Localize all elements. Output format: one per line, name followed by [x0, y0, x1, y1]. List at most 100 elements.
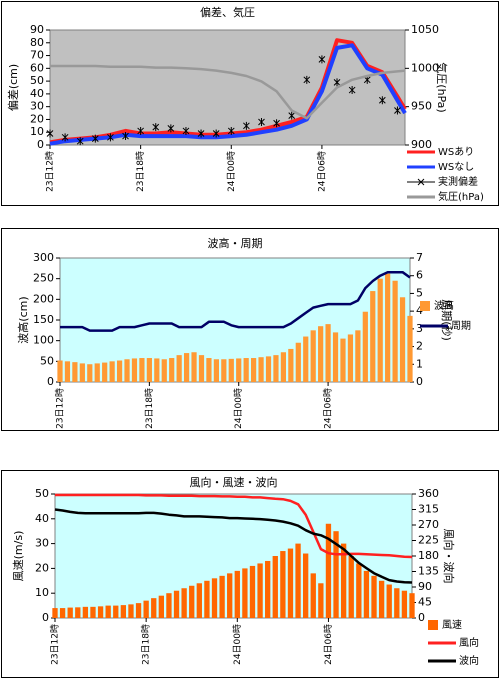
y-tick-label: 250: [33, 272, 54, 285]
y2-tick-label: 315: [418, 503, 439, 516]
bar: [356, 563, 362, 618]
bar: [161, 359, 167, 382]
y-tick-label: 20: [30, 112, 44, 125]
x-tick-label: 23日18時: [141, 624, 152, 665]
y-tick-label: 50: [35, 487, 49, 500]
y-tick-label: 40: [30, 87, 44, 100]
bar: [52, 608, 58, 618]
bar: [198, 355, 205, 382]
y2-tick-label: 2: [416, 340, 423, 353]
marker: [273, 119, 280, 128]
y2-tick-label: 7: [416, 251, 423, 264]
y2-tick-label: 360: [418, 487, 439, 500]
y2-tick-label: 900: [411, 138, 432, 151]
bar: [82, 606, 89, 618]
bar: [206, 358, 212, 382]
y-axis-title: 波高(cm): [16, 296, 30, 343]
bar: [303, 336, 309, 382]
bar: [399, 297, 406, 382]
bar: [151, 598, 157, 618]
x-tick-label: 24日06時: [323, 388, 334, 429]
legend-label: 風速: [442, 619, 462, 631]
x-tick-label: 23日18時: [144, 388, 155, 429]
bar: [183, 353, 190, 382]
marker: [303, 75, 311, 84]
marker: [227, 126, 235, 135]
legend-label: 風向: [459, 636, 479, 649]
bar: [287, 548, 294, 618]
bar: [362, 311, 368, 382]
marker: [197, 129, 205, 138]
bar: [333, 531, 339, 618]
legend-swatch: [428, 620, 438, 630]
marker: [107, 133, 114, 142]
y-axis-title: 風速(m/s): [12, 531, 25, 582]
bar: [318, 583, 324, 618]
bar: [211, 578, 218, 618]
bar: [124, 359, 130, 382]
legend-label: WSあり: [438, 146, 474, 158]
legend-label: WSなし: [438, 161, 474, 173]
line: [50, 64, 406, 120]
bar: [79, 363, 85, 382]
bar: [378, 580, 385, 618]
marker: [152, 123, 160, 132]
bar: [57, 360, 63, 382]
bar: [265, 560, 271, 618]
y2-tick-label: 0: [416, 375, 423, 388]
y2-tick-label: 4: [416, 304, 423, 317]
bar: [102, 362, 108, 382]
bar: [257, 563, 263, 618]
bar: [348, 556, 354, 618]
bar: [135, 603, 142, 618]
bar: [109, 361, 115, 382]
bar: [176, 355, 182, 382]
bar: [363, 570, 370, 618]
marker: [258, 118, 265, 126]
bar: [407, 315, 413, 382]
bar: [128, 604, 134, 618]
bar: [94, 363, 100, 382]
marker: [318, 55, 326, 64]
line: [55, 493, 413, 559]
y2-tick-label: 6: [416, 269, 423, 282]
y-tick-label: 60: [30, 61, 44, 74]
bar: [143, 600, 149, 618]
bar: [113, 605, 119, 618]
x-tick-label: 23日12時: [50, 624, 61, 665]
legend-label: 周期: [451, 320, 471, 332]
bar: [385, 273, 391, 382]
y-tick-label: 50: [40, 354, 54, 367]
line: [60, 270, 411, 332]
y-tick-label: 10: [35, 586, 49, 599]
bar: [158, 595, 164, 618]
marker: [91, 134, 99, 143]
y-tick-label: 10: [30, 125, 44, 138]
y-axis-title: 偏差(cm): [6, 64, 20, 111]
bar: [409, 593, 415, 618]
legend-label: 気圧(hPa): [438, 190, 484, 203]
chart-title: 風向・風速・波向: [190, 475, 278, 489]
marker: [212, 129, 220, 138]
bar: [219, 575, 225, 618]
bar: [251, 358, 257, 382]
y2-tick-label: 180: [418, 549, 439, 562]
marker: [137, 126, 144, 135]
bar: [340, 543, 347, 618]
bar: [273, 355, 279, 382]
y-tick-label: 300: [33, 251, 54, 264]
bar: [228, 358, 234, 382]
bar: [59, 608, 66, 618]
y2-tick-label: 950: [411, 100, 432, 113]
marker: [61, 133, 69, 142]
y2-tick-label: 1: [416, 357, 423, 370]
y2-tick-label: 45: [418, 596, 432, 609]
y-tick-label: 0: [37, 138, 44, 151]
bar: [288, 348, 294, 382]
bar: [394, 588, 400, 618]
bar: [213, 359, 219, 382]
bar: [347, 334, 354, 382]
y-tick-label: 200: [33, 292, 54, 305]
